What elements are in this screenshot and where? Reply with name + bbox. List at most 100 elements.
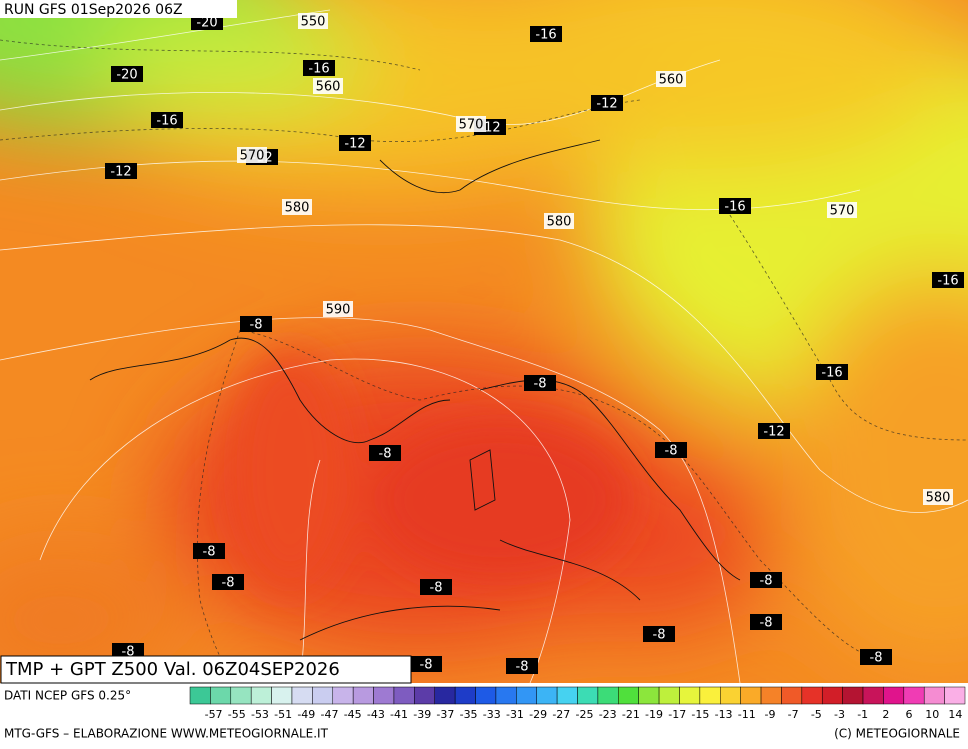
temperature-label: -16 — [156, 114, 177, 129]
colorbar-swatch — [414, 686, 435, 705]
colorbar-swatch — [332, 686, 354, 705]
colorbar-swatch — [516, 686, 537, 705]
temperature-label-box — [530, 26, 562, 42]
height-label: 560 — [659, 73, 684, 88]
colorbar-swatch — [597, 686, 619, 705]
colorbar-swatch — [618, 686, 639, 705]
temperature-label: -8 — [379, 447, 392, 462]
colorbar-label: -29 — [529, 708, 547, 721]
colorbar-swatch — [475, 686, 497, 705]
temperature-label-box — [524, 375, 556, 391]
temperature-label: -8 — [870, 651, 883, 666]
temperature-label: -16 — [308, 62, 329, 77]
temperature-label: -12 — [344, 137, 365, 152]
height-label: 580 — [285, 201, 310, 216]
colorbar-label: -35 — [460, 708, 478, 721]
temperature-label-box — [369, 445, 401, 461]
colorbar-swatch — [944, 686, 966, 705]
colorbar-swatch — [536, 686, 558, 705]
colorbar-swatch — [923, 686, 945, 705]
footer-left: MTG-GFS – ELABORAZIONE WWW.METEOGIORNALE… — [4, 727, 329, 741]
height-label-box — [656, 71, 686, 87]
colorbar-label: 2 — [882, 708, 889, 721]
temperature-label: -8 — [534, 377, 547, 392]
run-label: RUN GFS 01Sep2026 06Z — [4, 2, 183, 18]
temperature-label: -20 — [116, 68, 137, 83]
colorbar-label: -25 — [576, 708, 594, 721]
colorbar-swatch — [210, 686, 232, 705]
colorbar-label: -1 — [857, 708, 868, 721]
height-label: 570 — [830, 204, 855, 219]
temperature-label: -8 — [203, 545, 216, 560]
height-label-box — [313, 78, 343, 94]
colorbar-swatch — [271, 686, 293, 705]
temperature-label-box — [750, 572, 782, 588]
height-label-box — [456, 116, 486, 132]
temperature-label: -16 — [937, 274, 958, 289]
colorbar-swatch — [801, 686, 823, 705]
title-box — [0, 655, 412, 684]
height-label: 590 — [326, 303, 351, 318]
source-label: DATI NCEP GFS 0.25° — [4, 689, 131, 703]
footer-right: (C) METEOGIORNALE — [834, 727, 960, 741]
colorbar-label: -23 — [599, 708, 617, 721]
colorbar-swatch — [638, 686, 660, 705]
temperature-label-box — [410, 656, 442, 672]
colorbar-label: -13 — [715, 708, 733, 721]
temperature-label-box — [591, 95, 623, 111]
map-title: TMP + GPT Z500 Val. 06Z04SEP2026 — [5, 659, 340, 680]
colorbar-label: 6 — [906, 708, 913, 721]
height-label-box — [923, 489, 953, 505]
colorbar-swatch — [250, 686, 272, 705]
temperature-label: -16 — [535, 28, 556, 43]
colorbar-swatch — [760, 686, 782, 705]
colorbar-label: 10 — [925, 708, 939, 721]
colorbar-label: -3 — [834, 708, 845, 721]
temperature-label: -16 — [724, 200, 745, 215]
colorbar-swatch — [291, 686, 313, 705]
temperature-label: -20 — [196, 16, 217, 31]
colorbar-label: -7 — [788, 708, 799, 721]
colorbar-swatch — [679, 686, 701, 705]
colorbar-label: -55 — [228, 708, 246, 721]
temperature-label-box — [193, 543, 225, 559]
temperature-label: -8 — [653, 628, 666, 643]
height-label: 570 — [240, 149, 265, 164]
temperature-label-box — [212, 574, 244, 590]
temperature-label: -8 — [516, 660, 529, 675]
temperature-label-box — [240, 316, 272, 332]
colorbar-label: -5 — [811, 708, 822, 721]
height-label: 570 — [459, 118, 484, 133]
colorbar-label: -27 — [552, 708, 570, 721]
temperature-label-box — [303, 60, 335, 76]
colorbar-swatch — [740, 686, 762, 705]
colorbar-label: -41 — [390, 708, 408, 721]
temperature-label-box — [105, 163, 137, 179]
height-label-box — [237, 147, 267, 163]
colorbar-swatch — [393, 686, 415, 705]
colorbar-label: -49 — [297, 708, 315, 721]
temperature-label-box — [506, 658, 538, 674]
colorbar-swatch — [373, 686, 395, 705]
height-labels: 550 560 560 570 570 580 580 570 590 580 — [237, 13, 953, 506]
colorbar-swatch — [577, 686, 599, 705]
colorbar-swatch — [903, 686, 925, 705]
colorbar-swatch — [842, 686, 864, 705]
temperature-label: -8 — [665, 444, 678, 459]
temperature-label: -12 — [763, 425, 784, 440]
height-label: 580 — [926, 491, 951, 506]
colorbar-label: -47 — [321, 708, 339, 721]
temperature-label-box — [111, 66, 143, 82]
height-label-box — [282, 199, 312, 215]
height-contours — [0, 9, 968, 683]
colorbar-label: -9 — [764, 708, 775, 721]
temperature-label-box — [420, 579, 452, 595]
colorbar-label: -57 — [205, 708, 223, 721]
temperature-label: -8 — [430, 581, 443, 596]
temperature-label-box — [860, 649, 892, 665]
colorbar-swatch — [781, 686, 803, 705]
height-label-box — [544, 213, 574, 229]
colorbar-swatch — [230, 686, 252, 705]
height-label-box — [827, 202, 857, 218]
colorbar-swatch — [862, 686, 884, 705]
